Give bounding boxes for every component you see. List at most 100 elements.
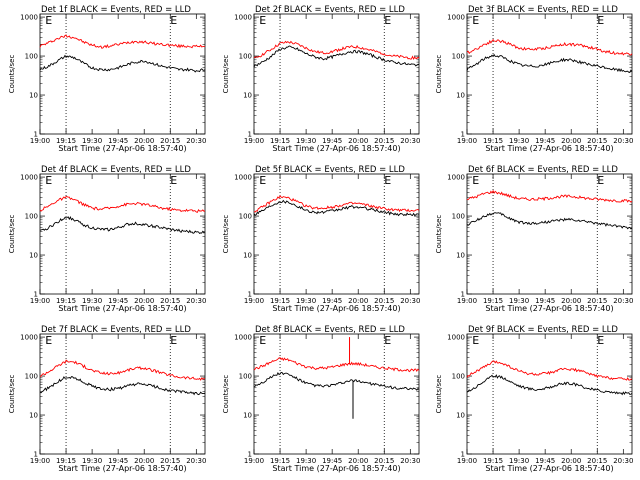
event-marker: E bbox=[472, 334, 479, 347]
x-axis-label: Start Time (27-Apr-06 18:57:40) bbox=[272, 304, 400, 313]
y-tick-label: 10 bbox=[243, 92, 252, 100]
events-series-line bbox=[39, 216, 206, 234]
x-tick-label: 20:00 bbox=[134, 137, 154, 145]
x-tick-label: 19:15 bbox=[483, 137, 503, 145]
x-tick-label: 19:30 bbox=[82, 457, 102, 465]
x-tick-label: 19:00 bbox=[30, 137, 50, 145]
event-marker: E bbox=[170, 174, 177, 187]
y-tick-label: 10 bbox=[243, 252, 252, 260]
detector-panel-3: Det 3f BLACK = Events, RED = LLD 1 10 100 10… bbox=[435, 5, 633, 153]
events-series-line bbox=[466, 212, 633, 230]
x-tick-label: 20:00 bbox=[561, 297, 581, 305]
panel-title: Det 6f BLACK = Events, RED = LLD bbox=[468, 165, 618, 175]
detector-panel-2: Det 2f BLACK = Events, RED = LLD 1 10 100 10… bbox=[222, 5, 420, 153]
x-tick-label: 20:00 bbox=[561, 457, 581, 465]
x-tick-label: 19:00 bbox=[30, 297, 50, 305]
panel-title: Det 7f BLACK = Events, RED = LLD bbox=[41, 325, 191, 335]
detector-panel-6: Det 6f BLACK = Events, RED = LLD 1 10 100 10… bbox=[435, 165, 633, 313]
event-marker: E bbox=[384, 334, 391, 347]
y-tick-label: 1000 bbox=[20, 334, 38, 342]
x-tick-label: 19:15 bbox=[56, 297, 76, 305]
x-tick-label: 19:45 bbox=[108, 297, 128, 305]
x-tick-label: 19:30 bbox=[509, 457, 529, 465]
event-marker: E bbox=[597, 174, 604, 187]
plot-frame bbox=[466, 333, 633, 455]
event-marker: E bbox=[170, 14, 177, 27]
detector-panel-8: Det 8f BLACK = Events, RED = LLD 1 10 100 10… bbox=[222, 325, 420, 473]
y-tick-label: 100 bbox=[25, 53, 38, 61]
y-tick-label: 100 bbox=[25, 373, 38, 381]
y-tick-label: 1000 bbox=[20, 14, 38, 22]
detector-panel-7: Det 7f BLACK = Events, RED = LLD 1 10 100 10… bbox=[8, 325, 206, 473]
x-axis-label: Start Time (27-Apr-06 18:57:40) bbox=[485, 304, 613, 313]
x-tick-label: 20:15 bbox=[374, 297, 394, 305]
y-tick-label: 1 bbox=[34, 131, 38, 139]
x-tick-label: 19:15 bbox=[270, 457, 290, 465]
x-tick-label: 20:30 bbox=[400, 297, 420, 305]
y-tick-label: 1000 bbox=[447, 174, 465, 182]
x-tick-label: 19:00 bbox=[457, 137, 477, 145]
panel-title: Det 8f BLACK = Events, RED = LLD bbox=[255, 325, 405, 335]
events-series-line bbox=[466, 53, 633, 74]
x-tick-label: 20:15 bbox=[587, 137, 607, 145]
x-tick-label: 19:00 bbox=[244, 457, 264, 465]
x-tick-label: 19:45 bbox=[535, 457, 555, 465]
x-tick-label: 19:00 bbox=[457, 457, 477, 465]
lld-series-line bbox=[466, 38, 633, 56]
y-tick-label: 100 bbox=[452, 373, 465, 381]
panel-title: Det 9f BLACK = Events, RED = LLD bbox=[468, 325, 618, 335]
y-tick-label: 1000 bbox=[234, 174, 252, 182]
detector-panel-5: Det 5f BLACK = Events, RED = LLD 1 10 100 10… bbox=[222, 165, 420, 313]
x-tick-label: 20:00 bbox=[348, 137, 368, 145]
y-tick-label: 100 bbox=[239, 373, 252, 381]
lld-series-line bbox=[39, 34, 206, 49]
panel-title: Det 3f BLACK = Events, RED = LLD bbox=[468, 5, 618, 15]
event-marker: E bbox=[597, 14, 604, 27]
x-axis-label: Start Time (27-Apr-06 18:57:40) bbox=[485, 144, 613, 153]
x-tick-label: 20:15 bbox=[374, 457, 394, 465]
x-axis-label: Start Time (27-Apr-06 18:57:40) bbox=[272, 464, 400, 473]
y-tick-label: 1000 bbox=[447, 14, 465, 22]
x-tick-label: 19:15 bbox=[270, 137, 290, 145]
y-tick-label: 1 bbox=[461, 131, 465, 139]
x-tick-label: 20:15 bbox=[160, 297, 180, 305]
events-series-line bbox=[39, 54, 206, 73]
x-tick-label: 19:45 bbox=[535, 297, 555, 305]
y-axis-label: Counts/sec bbox=[435, 55, 443, 94]
y-tick-label: 10 bbox=[456, 412, 465, 420]
plot-frame bbox=[39, 333, 206, 455]
y-tick-label: 100 bbox=[452, 53, 465, 61]
y-axis-label: Counts/sec bbox=[222, 375, 230, 414]
events-series-line bbox=[253, 199, 420, 217]
event-marker: E bbox=[45, 334, 52, 347]
y-tick-label: 1 bbox=[461, 451, 465, 459]
events-series-line bbox=[253, 45, 420, 68]
detector-panel-9: Det 9f BLACK = Events, RED = LLD 1 10 100 10… bbox=[435, 325, 633, 473]
detector-panel-1: Det 1f BLACK = Events, RED = LLD 1 10 100 10… bbox=[8, 5, 206, 153]
y-axis-label: Counts/sec bbox=[8, 215, 16, 254]
x-tick-label: 19:30 bbox=[82, 137, 102, 145]
x-tick-label: 20:30 bbox=[400, 137, 420, 145]
x-tick-label: 19:30 bbox=[509, 137, 529, 145]
y-tick-label: 1000 bbox=[447, 334, 465, 342]
plot-frame bbox=[253, 333, 420, 455]
event-marker: E bbox=[472, 14, 479, 27]
y-axis-label: Counts/sec bbox=[8, 55, 16, 94]
x-tick-label: 19:15 bbox=[483, 297, 503, 305]
x-tick-label: 19:45 bbox=[108, 457, 128, 465]
x-tick-label: 20:30 bbox=[186, 297, 206, 305]
plot-frame bbox=[466, 173, 633, 295]
y-tick-label: 1 bbox=[34, 291, 38, 299]
y-tick-label: 100 bbox=[452, 213, 465, 221]
x-tick-label: 20:00 bbox=[348, 297, 368, 305]
y-tick-label: 1000 bbox=[234, 334, 252, 342]
event-marker: E bbox=[45, 174, 52, 187]
x-tick-label: 19:15 bbox=[56, 457, 76, 465]
x-tick-label: 20:15 bbox=[374, 137, 394, 145]
event-marker: E bbox=[45, 14, 52, 27]
event-marker: E bbox=[384, 174, 391, 187]
event-marker: E bbox=[170, 334, 177, 347]
x-tick-label: 19:00 bbox=[244, 297, 264, 305]
x-tick-label: 19:00 bbox=[30, 457, 50, 465]
